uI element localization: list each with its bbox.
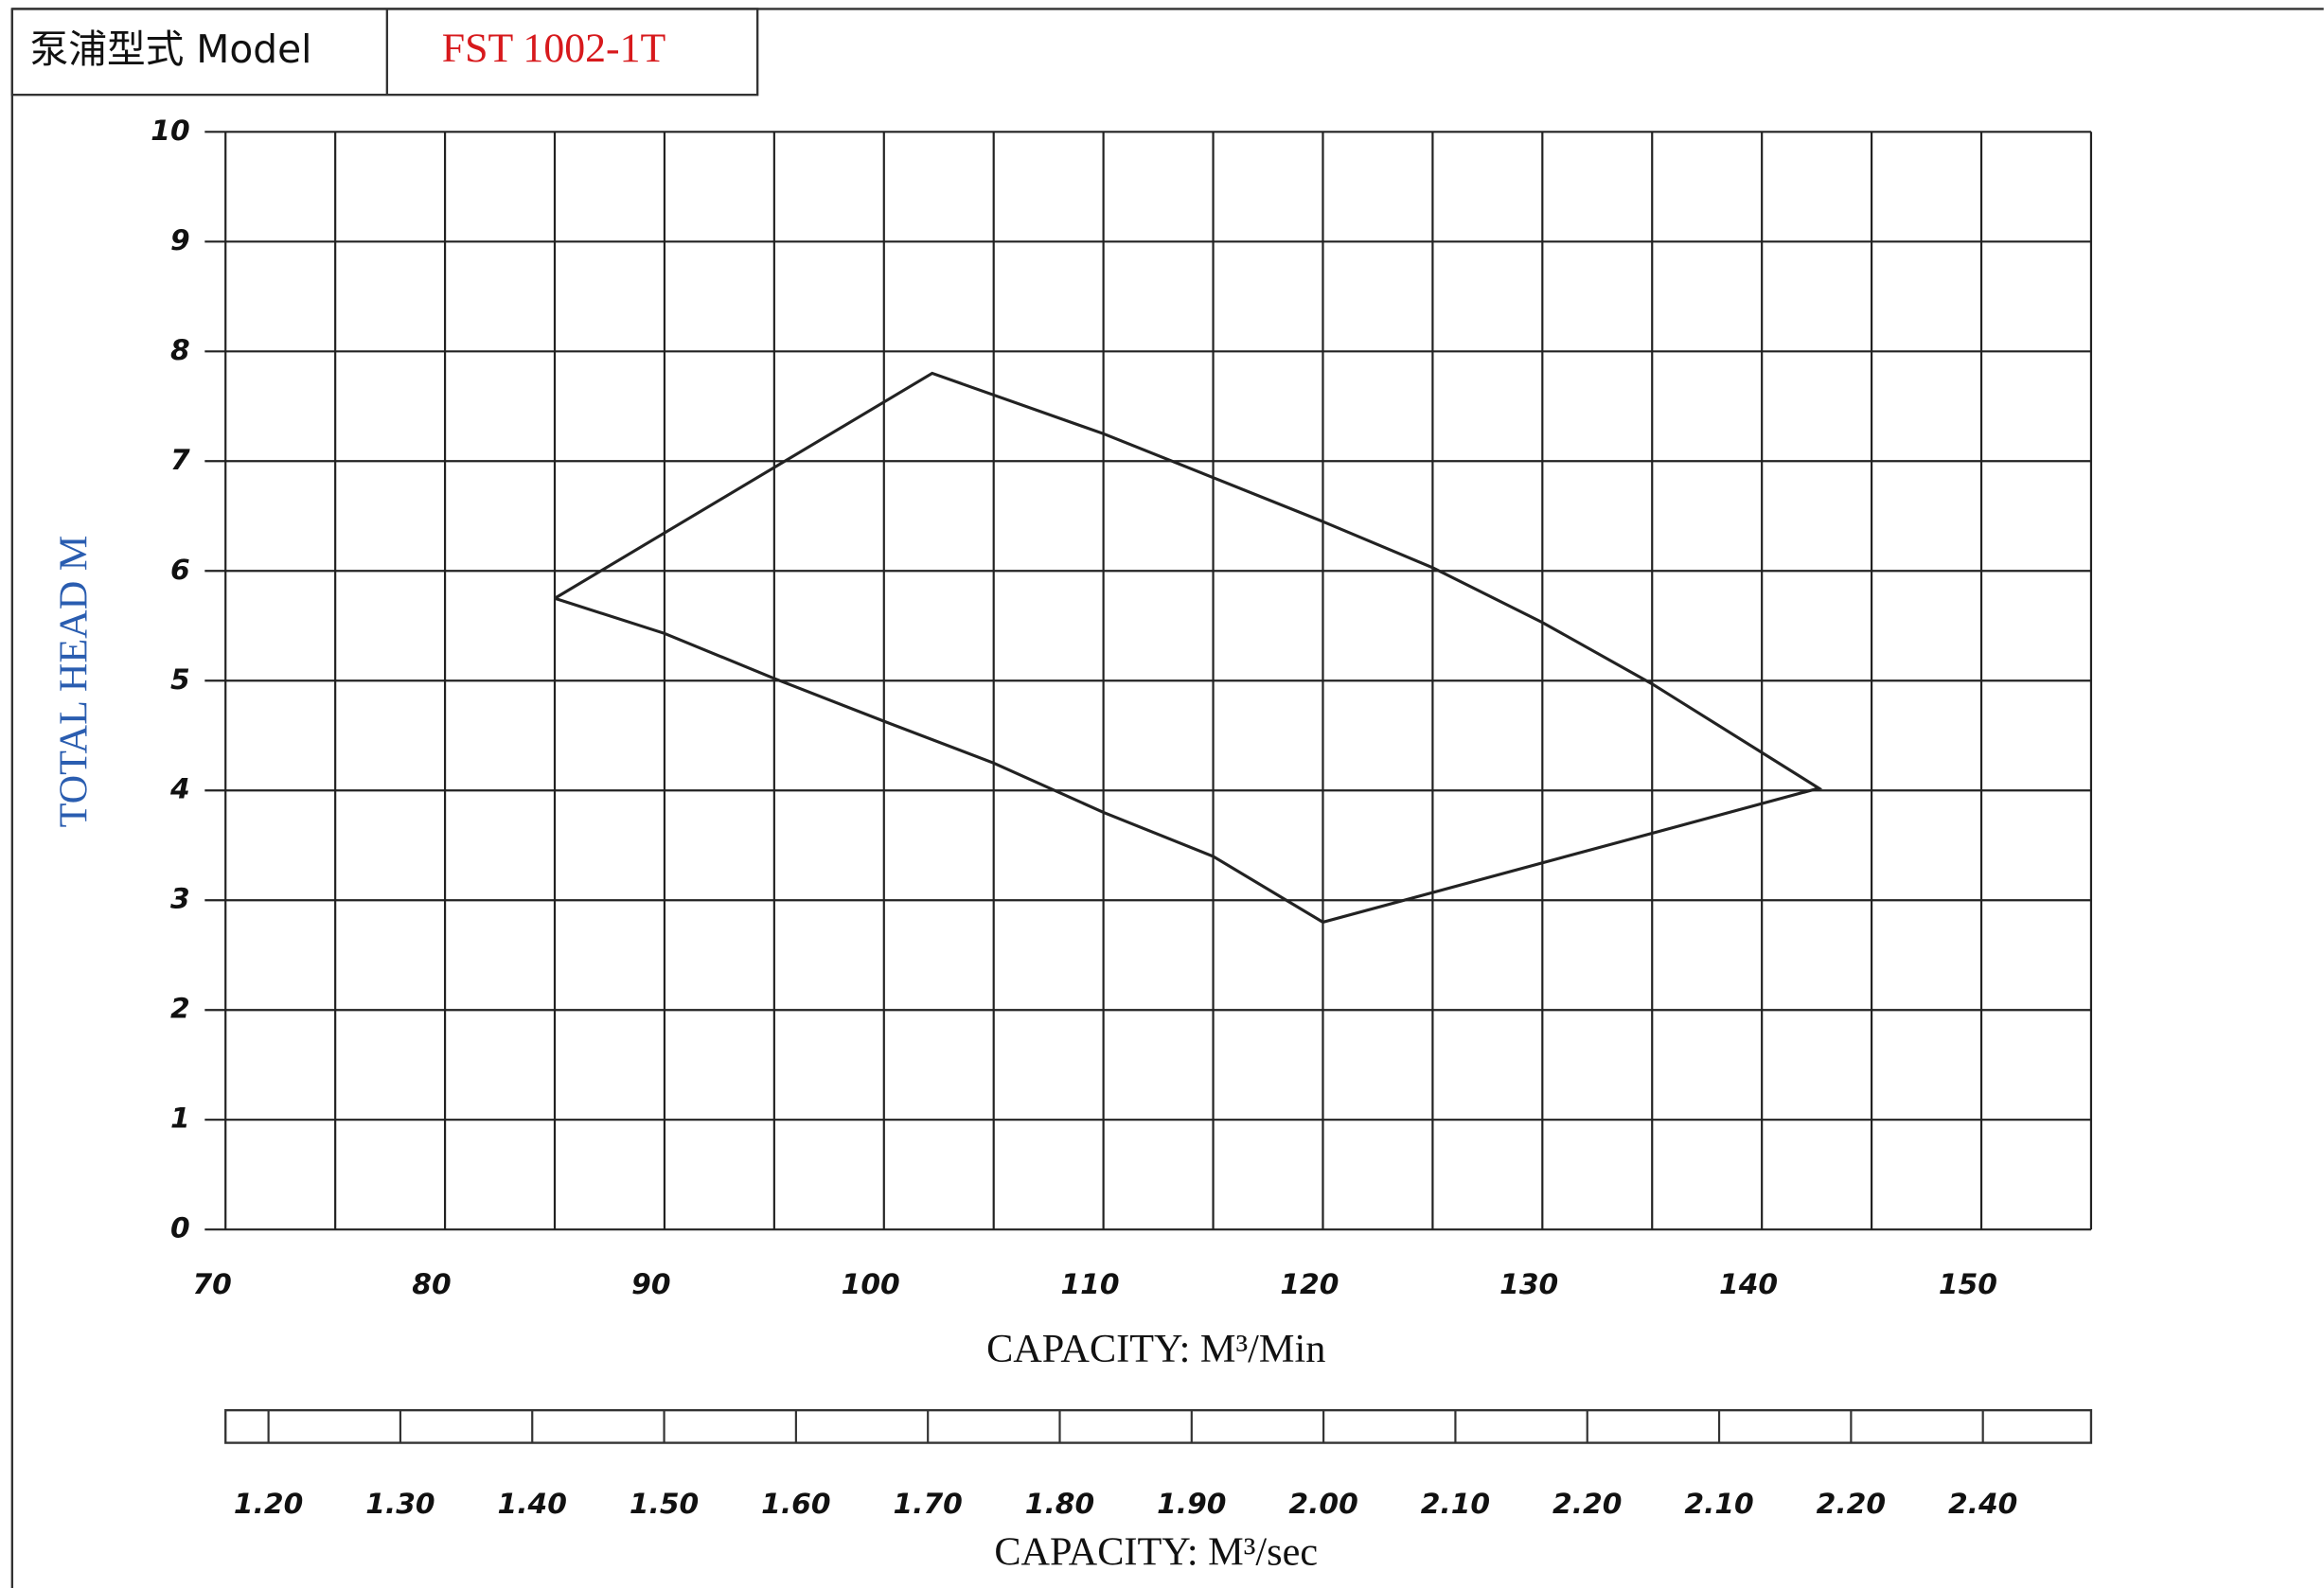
secondary-tick-label: 1.70 [893,1488,962,1521]
x-axis-label: CAPACITY: M³/Min [986,1327,1325,1371]
operating-range-line [554,371,1823,925]
secondary-tick-label: 2.10 [1684,1488,1753,1521]
model-name: FST 1002-1T [442,26,666,71]
y-tick-label: 8 [170,334,190,367]
secondary-tick-label: 1.40 [498,1488,567,1521]
secondary-tick-label: 2.20 [1817,1488,1886,1521]
model-label: 泵浦型式 Model [30,26,312,72]
x-tick-label: 150 [1939,1268,1997,1301]
secondary-tick-label: 2.00 [1288,1488,1357,1521]
secondary-tick-label: 2.10 [1421,1488,1490,1521]
secondary-tick-label: 1.30 [365,1488,435,1521]
secondary-tick-label: 2.20 [1552,1488,1622,1521]
y-tick-label: 2 [170,993,190,1026]
header-box [10,8,759,97]
secondary-scale-box [224,1408,2093,1444]
secondary-tick-label: 1.60 [761,1488,830,1521]
secondary-tick-label: 1.20 [234,1488,303,1521]
x-tick-label: 70 [192,1268,231,1301]
x-tick-label: 130 [1499,1268,1558,1301]
frame [10,8,2324,1588]
x-tick-label: 140 [1719,1268,1778,1301]
x-tick-label: 90 [631,1268,670,1301]
y-tick-label: 1 [170,1103,190,1136]
y-tick-label: 3 [170,883,190,916]
y-tick-label: 6 [170,554,190,587]
secondary-tick-label: 1.90 [1157,1488,1226,1521]
secondary-tick-label: 1.80 [1025,1488,1094,1521]
secondary-tick-label: 1.50 [630,1488,699,1521]
y-tick-label: 4 [169,773,190,806]
x-tick-label: 120 [1280,1268,1339,1301]
x-tick-label: 80 [412,1268,451,1301]
y-axis-label: TOTAL HEAD M [51,536,96,828]
y-tick-label: 5 [170,663,190,697]
x-tick-label: 110 [1060,1268,1119,1301]
y-tick-label: 10 [151,115,189,148]
y-tick-label: 7 [170,444,190,477]
y-tick-label: 9 [170,224,190,257]
secondary-axis-label: CAPACITY: M³/sec [994,1529,1318,1574]
x-tick-label: 100 [842,1268,900,1301]
secondary-tick-label: 2.40 [1948,1488,2017,1521]
y-tick-label: 0 [170,1212,190,1245]
